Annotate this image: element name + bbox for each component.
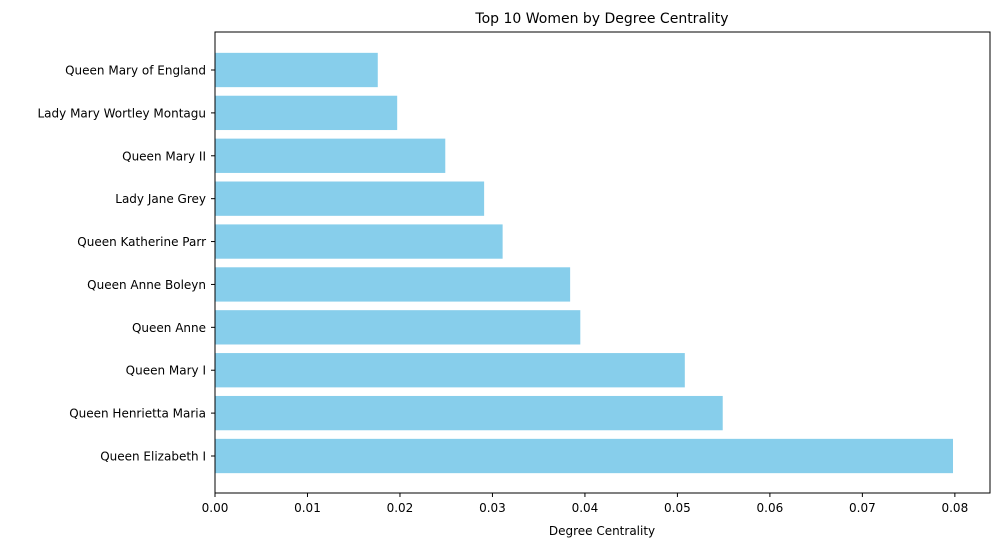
x-tick-label: 0.02 — [387, 501, 414, 515]
x-tick-label: 0.06 — [757, 501, 784, 515]
bar — [215, 224, 503, 259]
y-tick-label: Queen Elizabeth I — [100, 450, 206, 464]
x-tick-label: 0.00 — [202, 501, 229, 515]
x-tick-label: 0.08 — [941, 501, 968, 515]
bar — [215, 438, 954, 474]
y-tick-label: Queen Anne Boleyn — [87, 278, 206, 292]
y-tick-label: Queen Henrietta Maria — [69, 407, 206, 421]
y-tick-label: Queen Mary of England — [65, 64, 206, 78]
plot-frame — [214, 31, 991, 494]
x-tick-label: 0.05 — [664, 501, 691, 515]
x-tick-label: 0.01 — [294, 501, 321, 515]
bar — [215, 310, 581, 345]
y-tick-label: Queen Katherine Parr — [77, 235, 206, 249]
y-tick-label: Queen Mary II — [122, 149, 206, 163]
x-tick-label: 0.03 — [479, 501, 506, 515]
x-tick-label: 0.07 — [849, 501, 876, 515]
bar — [215, 181, 485, 216]
y-tick-label: Lady Jane Grey — [115, 192, 206, 206]
x-axis-label: Degree Centrality — [549, 524, 655, 538]
bar — [215, 353, 685, 388]
bar — [215, 52, 378, 88]
bar — [215, 95, 398, 131]
bar — [215, 395, 723, 431]
bar — [215, 138, 446, 173]
chart-title: Top 10 Women by Degree Centrality — [474, 11, 728, 27]
y-tick-label: Queen Mary I — [126, 364, 206, 378]
bar — [215, 267, 571, 302]
y-tick-label: Queen Anne — [132, 321, 206, 335]
y-tick-label: Lady Mary Wortley Montagu — [38, 106, 207, 120]
x-tick-label: 0.04 — [572, 501, 599, 515]
